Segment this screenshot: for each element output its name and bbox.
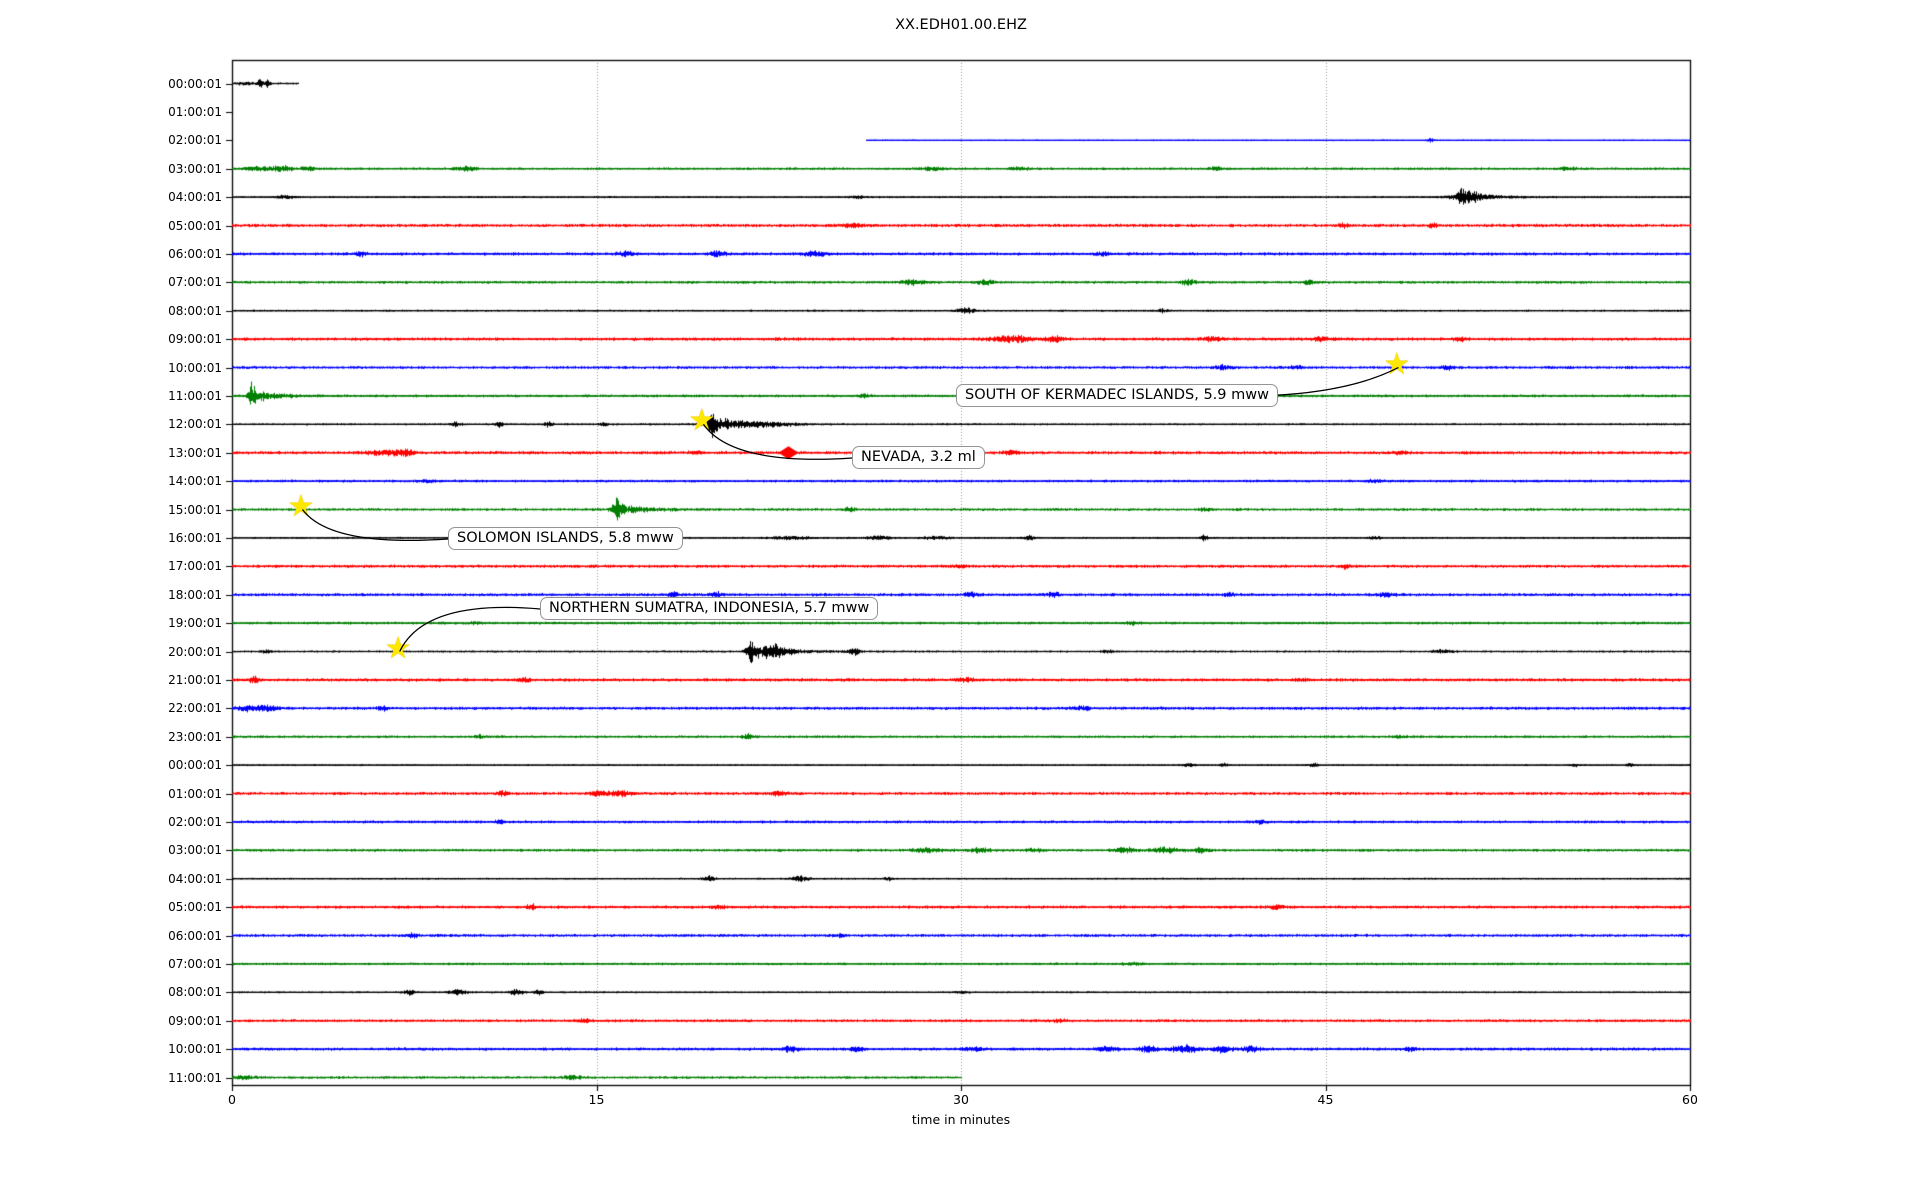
y-tick-label: 01:00:01 [168, 786, 222, 801]
event-star-icon: ★ [688, 403, 716, 439]
x-tick-label: 45 [1317, 1092, 1334, 1107]
y-tick-label: 21:00:01 [168, 672, 222, 687]
y-tick-label: 02:00:01 [168, 814, 222, 829]
y-tick-label: 03:00:01 [168, 843, 222, 858]
y-tick-label: 07:00:01 [168, 275, 222, 290]
event-annotation: NORTHERN SUMATRA, INDONESIA, 5.7 mww [540, 597, 879, 620]
y-tick-label: 16:00:01 [168, 530, 222, 545]
event-annotation: NEVADA, 3.2 ml [852, 446, 985, 469]
y-tick-label: 10:00:01 [168, 1042, 222, 1057]
y-tick-label: 04:00:01 [168, 190, 222, 205]
y-tick-label: 11:00:01 [168, 388, 222, 403]
y-tick-label: 01:00:01 [168, 104, 222, 119]
y-tick-label: 23:00:01 [168, 729, 222, 744]
x-tick-label: 60 [1682, 1092, 1698, 1107]
x-tick-label: 30 [953, 1092, 969, 1107]
y-tick-label: 15:00:01 [168, 502, 222, 517]
y-tick-label: 09:00:01 [168, 1013, 222, 1028]
y-tick-label: 08:00:01 [168, 985, 222, 1000]
y-tick-label: 20:00:01 [168, 644, 222, 659]
y-tick-label: 14:00:01 [168, 474, 222, 489]
y-tick-label: 05:00:01 [168, 218, 222, 233]
x-tick-label: 15 [588, 1092, 605, 1107]
event-star-icon: ★ [384, 630, 412, 666]
y-tick-label: 00:00:01 [168, 76, 222, 91]
event-annotation: SOUTH OF KERMADEC ISLANDS, 5.9 mww [956, 384, 1278, 407]
y-tick-label: 06:00:01 [168, 246, 222, 261]
event-annotation: SOLOMON ISLANDS, 5.8 mww [448, 527, 683, 550]
y-tick-label: 13:00:01 [168, 445, 222, 460]
y-tick-label: 18:00:01 [168, 587, 222, 602]
event-star-icon: ★ [1383, 346, 1411, 382]
y-tick-label: 07:00:01 [168, 956, 222, 971]
y-tick-label: 12:00:01 [168, 417, 222, 432]
x-axis-label: time in minutes [911, 1112, 1011, 1127]
y-tick-label: 10:00:01 [168, 360, 222, 375]
x-tick-label: 0 [228, 1092, 236, 1107]
y-tick-label: 04:00:01 [168, 871, 222, 886]
y-tick-label: 08:00:01 [168, 303, 222, 318]
y-tick-label: 06:00:01 [168, 928, 222, 943]
chart-title: XX.EDH01.00.EHZ [895, 17, 1027, 33]
y-tick-label: 19:00:01 [168, 616, 222, 631]
y-tick-label: 03:00:01 [168, 161, 222, 176]
y-tick-label: 02:00:01 [168, 133, 222, 148]
y-tick-label: 00:00:01 [168, 758, 222, 773]
event-star-icon: ★ [287, 488, 315, 524]
y-tick-label: 05:00:01 [168, 900, 222, 915]
y-tick-label: 11:00:01 [168, 1070, 222, 1085]
y-tick-label: 17:00:01 [168, 559, 222, 574]
y-tick-label: 09:00:01 [168, 332, 222, 347]
y-tick-label: 22:00:01 [168, 701, 222, 716]
